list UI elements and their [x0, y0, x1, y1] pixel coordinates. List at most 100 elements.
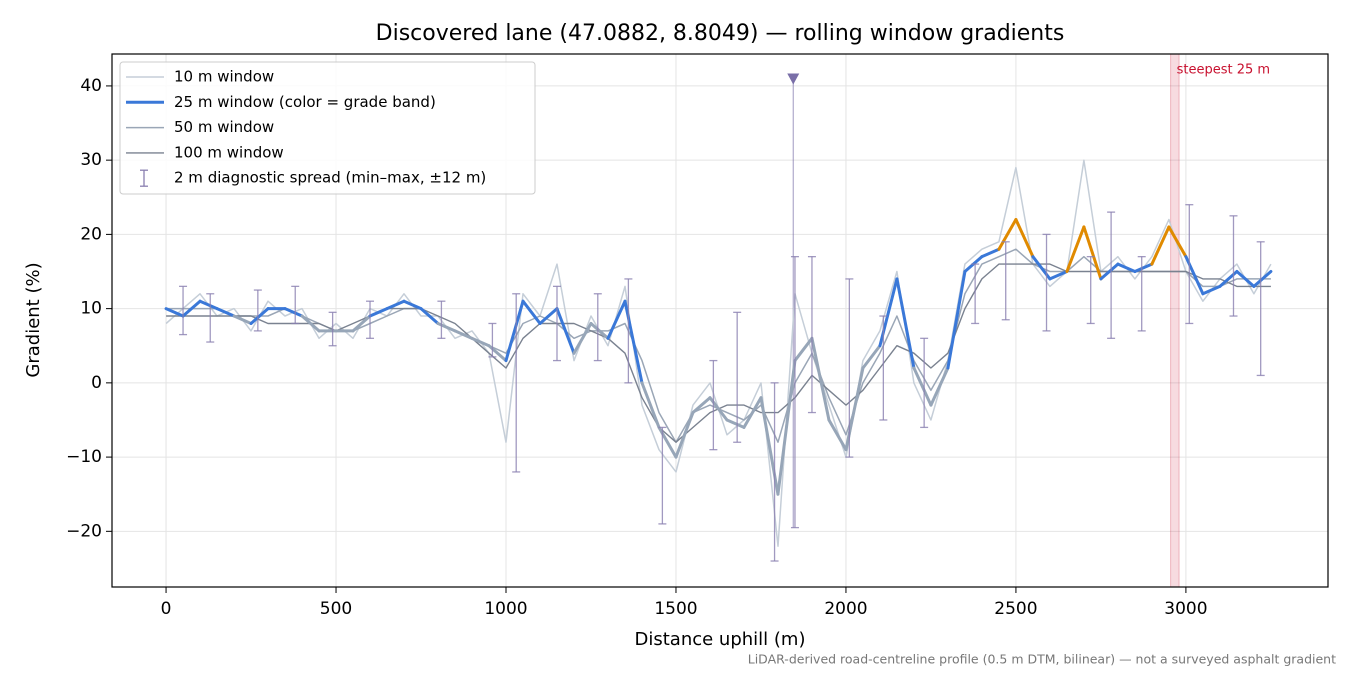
error-bar — [807, 256, 816, 414]
legend-label: 2 m diagnostic spread (min–max, ±12 m) — [174, 169, 486, 187]
series-segment — [1252, 270, 1273, 288]
error-bar — [206, 293, 215, 343]
series-segment — [674, 411, 695, 459]
series-segment — [1048, 270, 1069, 281]
error-bar — [1137, 256, 1146, 332]
error-bar — [179, 285, 188, 336]
series-segment — [793, 336, 814, 363]
series-segment — [1116, 262, 1137, 274]
series-segment — [555, 307, 576, 355]
legend-label: 100 m window — [174, 143, 284, 161]
series-segment — [572, 321, 593, 355]
x-tick-label: 0 — [161, 599, 172, 619]
series-segment — [776, 359, 797, 496]
x-axis-label: Distance uphill (m) — [635, 629, 806, 650]
series-segment — [402, 299, 423, 311]
legend-label: 50 m window — [174, 118, 274, 136]
series-segment — [283, 307, 304, 318]
series-segment — [521, 299, 542, 325]
series-segment — [1235, 270, 1256, 288]
series-segment — [997, 218, 1018, 251]
error-bar — [709, 359, 718, 451]
series-segment — [810, 336, 831, 422]
error-bar — [1185, 204, 1194, 325]
series-segment — [385, 299, 406, 311]
error-bar — [437, 300, 446, 339]
y-tick-label: 30 — [80, 150, 102, 170]
error-bar — [291, 285, 300, 325]
steepest-label: steepest 25 m — [1177, 63, 1270, 78]
error-bar — [971, 263, 980, 325]
series-segment — [606, 299, 627, 340]
series-segment — [1150, 225, 1171, 266]
series-segment — [538, 307, 559, 325]
error-bar — [790, 256, 799, 529]
series-segment — [300, 314, 321, 333]
chart-title: Discovered lane (47.0882, 8.8049) — roll… — [376, 21, 1065, 46]
y-tick-label: 40 — [80, 76, 102, 96]
x-tick-label: 1000 — [484, 599, 527, 619]
series-segment — [1133, 262, 1154, 274]
series-segment — [198, 299, 219, 311]
x-tick-label: 500 — [320, 599, 352, 619]
error-bar — [1086, 256, 1095, 325]
series-segment — [861, 344, 882, 370]
error-bar — [1256, 241, 1265, 377]
series-segment — [504, 299, 525, 363]
series-segment — [368, 307, 389, 318]
legend-label: 25 m window (color = grade band) — [174, 93, 436, 111]
error-bar — [328, 311, 337, 347]
y-tick-label: −10 — [66, 447, 102, 467]
series-segment — [1099, 262, 1120, 281]
error-bar — [624, 278, 633, 384]
series-segment — [589, 321, 610, 340]
y-tick-label: 20 — [80, 224, 102, 244]
series-segment — [351, 314, 372, 333]
series-segment — [470, 336, 491, 348]
series-segment — [742, 396, 763, 429]
error-bar — [879, 315, 888, 421]
series-segment — [725, 418, 746, 429]
error-bar — [1229, 215, 1238, 317]
series-segment — [419, 307, 440, 325]
series-segment — [640, 381, 661, 429]
error-bar — [733, 311, 742, 443]
series-segment — [1167, 225, 1188, 259]
series-segment — [1014, 218, 1035, 259]
plot-frame — [111, 53, 1329, 588]
y-tick-label: −20 — [66, 521, 102, 541]
series-segment — [1065, 225, 1086, 274]
legend-label: 10 m window — [174, 68, 274, 86]
y-axis-label: Gradient (%) — [23, 262, 44, 377]
error-bar — [1107, 211, 1116, 339]
error-bar — [1001, 241, 1010, 321]
x-tick-label: 3000 — [1164, 599, 1207, 619]
x-tick-label: 2000 — [824, 599, 867, 619]
series-segment — [980, 247, 1001, 259]
x-tick-label: 1500 — [654, 599, 697, 619]
series-segment — [946, 270, 967, 370]
y-tick-label: 0 — [91, 373, 102, 393]
error-bar — [1042, 233, 1051, 332]
series-segment — [912, 366, 933, 407]
error-bar — [593, 293, 602, 362]
error-bar — [512, 293, 521, 473]
legend-box — [119, 61, 536, 195]
series-segment — [929, 366, 950, 407]
series-segment — [249, 307, 270, 325]
error-bar — [658, 426, 667, 525]
error-bar — [770, 382, 779, 562]
error-bar — [552, 285, 561, 362]
error-bar — [488, 322, 497, 358]
marker — [787, 73, 800, 85]
series-segment — [181, 299, 202, 318]
footnote: LiDAR-derived road-centreline profile (0… — [748, 652, 1336, 667]
series-segment — [1201, 284, 1222, 296]
error-bar — [845, 278, 854, 458]
series-segment — [164, 307, 185, 318]
x-tick-label: 2500 — [994, 599, 1037, 619]
series-segment — [691, 396, 712, 415]
y-tick-label: 10 — [80, 299, 102, 319]
series-segment — [232, 314, 253, 325]
